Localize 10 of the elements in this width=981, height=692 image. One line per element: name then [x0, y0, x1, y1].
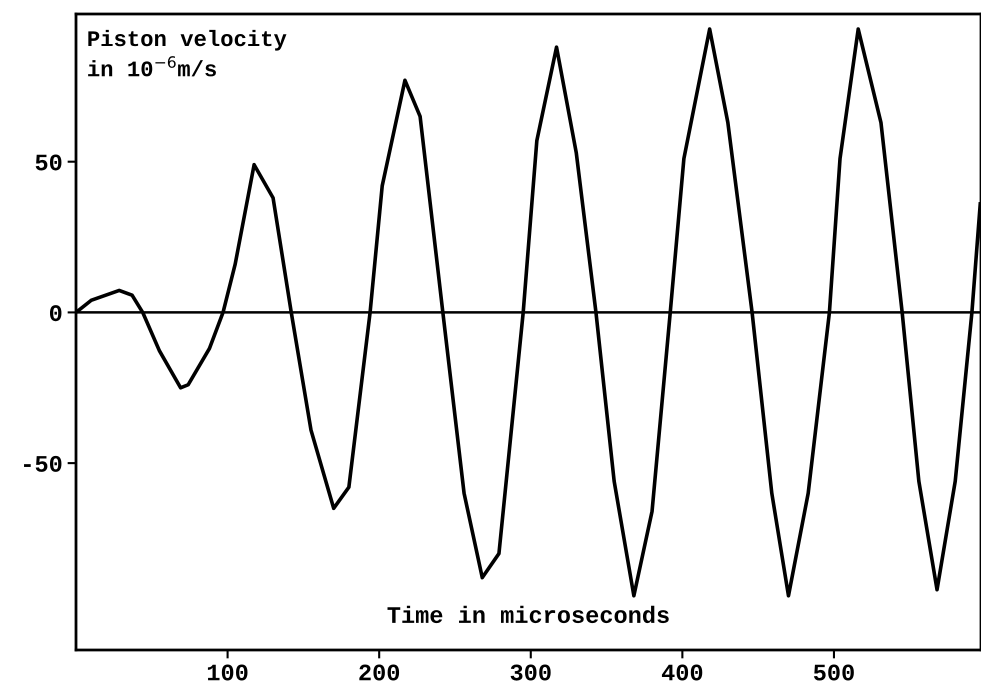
y-tick-label: 0	[50, 305, 62, 322]
x-tick-label: 100	[208, 664, 248, 681]
x-tick-label: 200	[359, 664, 400, 681]
x-axis-title: Time in microseconds	[388, 606, 669, 624]
y-tick-label: 50	[36, 154, 62, 170]
x-tick-label: 500	[814, 664, 854, 681]
y-tick-label: -50	[24, 456, 62, 472]
y-axis-title: Piston velocity in 10$^{−6}$m/s	[88, 30, 286, 76]
x-tick-label: 300	[510, 664, 551, 681]
x-tick-label: 400	[662, 664, 702, 681]
